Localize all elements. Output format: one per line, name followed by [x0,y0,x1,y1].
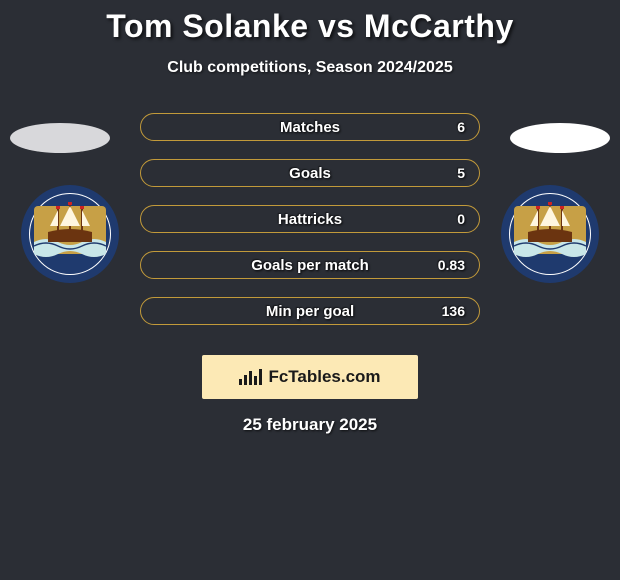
logo-label: FcTables.com [268,367,380,387]
stat-value: 0 [457,211,465,227]
player-right-crest [500,184,600,284]
logo-chart-icon [239,369,262,385]
player-left-ellipse [10,123,110,153]
stat-row: Hattricks 0 [140,205,480,233]
subtitle: Club competitions, Season 2024/2025 [0,59,620,77]
stat-label: Goals [289,165,331,182]
stat-label: Matches [280,119,340,136]
stat-value: 136 [442,303,465,319]
stat-label: Goals per match [251,257,369,274]
stat-value: 5 [457,165,465,181]
stat-value: 0.83 [438,257,465,273]
player-right-ellipse [510,123,610,153]
stat-row: Goals 5 [140,159,480,187]
stats-area: Matches 6 Goals 5 Hattricks 0 Goals per match 0… [0,113,620,343]
date-text: 25 february 2025 [0,415,620,435]
stat-label: Hattricks [278,211,342,228]
player-left-crest [20,184,120,284]
fctables-logo: FcTables.com [202,355,418,399]
stat-row: Goals per match 0.83 [140,251,480,279]
stat-label: Min per goal [266,303,354,320]
stat-value: 6 [457,119,465,135]
page-title: Tom Solanke vs McCarthy [0,8,620,45]
stat-row: Matches 6 [140,113,480,141]
stat-row: Min per goal 136 [140,297,480,325]
